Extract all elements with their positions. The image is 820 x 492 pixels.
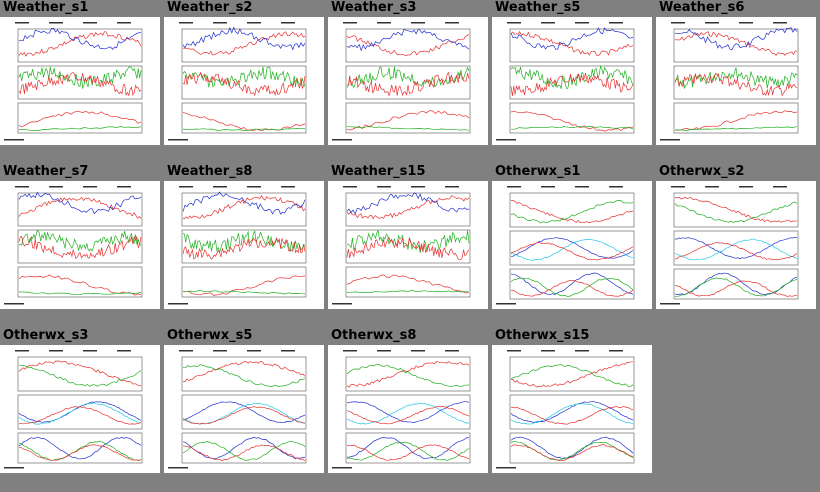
thumbnail-title[interactable]: Weather_s3 [331,0,417,15]
plot-thumbnail [332,22,471,141]
thumbnail-title[interactable]: Otherwx_s15 [495,328,590,343]
plot-thumbnail [4,22,143,141]
plot-thumbnail [168,186,307,305]
thumbnail-image[interactable] [164,181,324,309]
thumbnail-title[interactable]: Weather_s15 [331,164,426,179]
plot-thumbnail [496,22,635,141]
thumbnail-image[interactable] [0,181,160,309]
plot-thumbnail [660,186,799,305]
thumbnail-image[interactable] [0,345,160,473]
plot-thumbnail [4,350,143,469]
thumbnail-title[interactable]: Otherwx_s8 [331,328,417,343]
thumbnail-title[interactable]: Weather_s8 [167,164,253,179]
thumbnail-title[interactable]: Otherwx_s5 [167,328,253,343]
thumbnail-image[interactable] [0,17,160,145]
plot-thumbnail [660,22,799,141]
plot-thumbnail [168,22,307,141]
thumbnail-title[interactable]: Otherwx_s2 [659,164,745,179]
thumbnail-image[interactable] [492,17,652,145]
plot-thumbnail [332,186,471,305]
plot-thumbnail [168,350,307,469]
thumbnail-image[interactable] [656,181,816,309]
plot-thumbnail [4,186,143,305]
thumbnail-title[interactable]: Weather_s1 [3,0,89,15]
thumbnail-title[interactable]: Weather_s7 [3,164,89,179]
thumbnail-title[interactable]: Otherwx_s3 [3,328,89,343]
plot-thumbnail [332,350,471,469]
thumbnail-image[interactable] [164,17,324,145]
thumbnail-image[interactable] [328,17,488,145]
plot-thumbnail [496,186,635,305]
thumbnail-image[interactable] [328,345,488,473]
thumbnail-image[interactable] [492,345,652,473]
thumbnail-title[interactable]: Weather_s5 [495,0,581,15]
thumbnail-image[interactable] [164,345,324,473]
thumbnail-image[interactable] [328,181,488,309]
thumbnail-title[interactable]: Otherwx_s1 [495,164,581,179]
thumbnail-title[interactable]: Weather_s2 [167,0,253,15]
thumbnail-image[interactable] [656,17,816,145]
plot-thumbnail [496,350,635,469]
thumbnail-title[interactable]: Weather_s6 [659,0,745,15]
thumbnail-image[interactable] [492,181,652,309]
